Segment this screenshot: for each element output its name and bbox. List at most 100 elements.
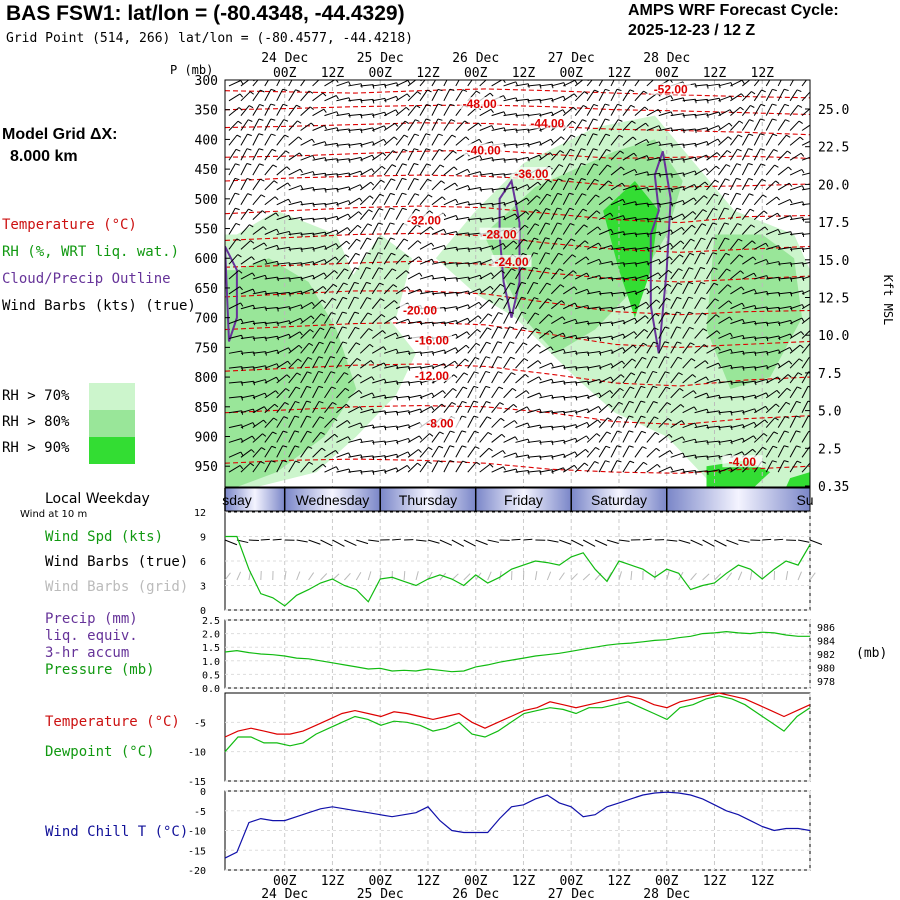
wind-barb-flag [570, 223, 575, 226]
isotherm-line [225, 88, 810, 99]
wind-barb [479, 327, 488, 339]
wind-barb-flag [653, 401, 658, 404]
wind-barb [777, 430, 785, 443]
wind-barb [240, 119, 249, 131]
wind-barb [503, 388, 513, 399]
wind-barb [455, 358, 466, 369]
wind-barb [789, 136, 801, 146]
legend-rh90-swatch [89, 437, 135, 464]
wind-barb [384, 439, 398, 443]
wind-barb [682, 406, 695, 414]
wind-barb [240, 320, 254, 325]
wind-barb [634, 415, 642, 428]
wind-barb-flag [334, 433, 339, 438]
wind-barb [789, 304, 803, 310]
wind-barb-flag [332, 402, 337, 405]
wind-barb [527, 154, 540, 161]
legend-rh80-label: RH > 80% [2, 414, 70, 430]
wind-barb [479, 416, 488, 428]
wind-barb [252, 379, 266, 384]
wind-barb-flag [815, 261, 816, 265]
wind-barb [550, 222, 558, 235]
wind-barb-flag [658, 259, 662, 264]
wind-barb [730, 350, 744, 354]
wind-barb [515, 98, 529, 102]
wind-barb [527, 98, 541, 102]
wind-barb [670, 420, 682, 429]
wind-barb-grid [463, 573, 471, 581]
wind-barb [539, 83, 553, 87]
wind-barb [670, 128, 684, 132]
wind-barb [408, 351, 422, 354]
wind-barb-flag [372, 84, 375, 89]
wind-barb [359, 267, 367, 280]
wind-barb [718, 207, 725, 220]
wind-barb [264, 291, 278, 295]
wind-barb [348, 469, 362, 473]
wind-barb [515, 374, 526, 384]
wind-barb-flag [548, 314, 553, 318]
wind-barb [407, 163, 415, 176]
wind-barb-flag [617, 430, 622, 433]
wind-barb [300, 357, 309, 369]
isotherm-line [225, 290, 810, 316]
wind-barb-flag [406, 93, 411, 98]
wind-barb [348, 406, 361, 414]
wind-barb [479, 272, 492, 280]
wind-barb-flag [605, 460, 610, 463]
wind-barb-flag [318, 400, 324, 404]
wind-barb [706, 330, 718, 339]
wind-barb-flag [522, 342, 528, 346]
wind-barb-flag [324, 125, 327, 130]
wind-barb [395, 318, 409, 325]
wind-barb [264, 103, 272, 116]
wind-barb-flag [704, 181, 709, 186]
wind-barb [706, 469, 720, 473]
wind-barb [240, 105, 250, 116]
wind-barb [562, 223, 571, 235]
wind-barb [264, 349, 278, 354]
wind-barb-flag [622, 347, 626, 352]
wind-barb [539, 97, 553, 102]
wind-barb-flag [760, 103, 766, 107]
wind-barb [431, 118, 439, 131]
wind-barb-flag [727, 284, 732, 288]
wind-barb [670, 326, 678, 339]
wind-barb [539, 362, 552, 369]
wind-barb [491, 417, 502, 428]
wind-barb [300, 90, 310, 102]
wind-barb-flag [738, 134, 743, 138]
wind-barb [587, 365, 600, 369]
wind-barb [467, 415, 475, 428]
wind-barb-flag [432, 322, 434, 327]
wind-barb-flag [275, 390, 279, 395]
weekday-cell [475, 488, 572, 511]
wind-barb [455, 331, 468, 339]
wind-barb-flag [372, 455, 375, 460]
wind-barb [455, 120, 466, 131]
wind-barb [682, 184, 695, 191]
wind-barb-flag [740, 93, 745, 98]
wind-barb-flag [765, 392, 769, 397]
wind-barb [694, 223, 703, 235]
wind-barb-flag [690, 342, 695, 346]
wind-barb-flag [334, 256, 339, 261]
wind-barb [288, 460, 296, 473]
wind-barb-flag [701, 312, 707, 316]
wind-barb-flag [629, 445, 634, 448]
wind-barb-flag [248, 208, 253, 212]
wind-barb-flag [545, 237, 550, 240]
wind-barb-true [296, 539, 308, 543]
wind-barb [347, 253, 356, 265]
wind-barb [754, 405, 766, 414]
wind-barb-flag [815, 218, 816, 222]
wind-barb-flag [322, 92, 327, 97]
wind-barb [455, 89, 464, 102]
wind-barb [563, 424, 577, 429]
wind-barb-flag [640, 415, 646, 418]
wind-barb [455, 290, 469, 295]
wind-barb-flag [439, 164, 445, 168]
wind-barb [264, 276, 278, 280]
wind-barb [754, 392, 767, 399]
wind-barb [789, 290, 803, 295]
